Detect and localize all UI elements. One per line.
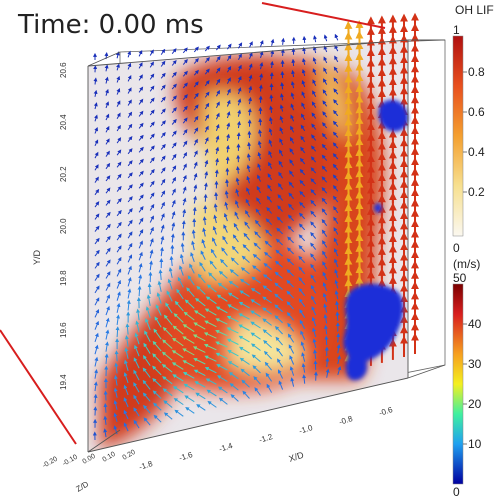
z-tick-label: -0.20 [42,456,59,470]
vel-colorbar-bottom: 0 [453,485,460,498]
y-axis-ticks: 20.6 20.4 20.2 20.0 19.8 19.6 19.4 [59,62,68,390]
vel-colorbar-top: 50 [453,271,467,285]
x-tick-label: -1.8 [138,459,154,472]
oh-tick-label: 0.6 [468,105,485,119]
y-tick-label: 20.0 [59,218,68,234]
vel-colorbar-title: (m/s) [453,257,480,271]
x-axis-label: X/D [288,450,306,464]
y-axis-label: Y/D [32,249,42,265]
vel-tick-label: 30 [468,357,482,371]
oh-tick-label: 0.8 [468,65,485,79]
oh-colorbar-gradient [453,36,463,236]
y-tick-label: 20.4 [59,114,68,130]
oh-colorbar-bottom: 0 [453,241,460,255]
oh-colorbar-top: 1 [453,23,460,37]
oh-lif-colorbar: OH LIF 1 0.8 0.6 0.4 0.2 0 [453,3,494,255]
vel-colorbar-ticks: 40 30 20 10 [463,317,482,451]
vel-tick-label: 10 [468,437,482,451]
vel-colorbar-gradient [453,284,463,484]
z-tick-label: 0.20 [122,449,137,462]
oh-tick-label: 0.2 [468,185,485,199]
y-tick-label: 19.4 [59,374,68,390]
z-tick-label: 0.10 [102,451,117,464]
z-tick-label: -0.10 [62,454,79,468]
x-tick-label: -1.2 [258,432,274,445]
y-tick-label: 20.6 [59,62,68,78]
y-tick-label: 19.6 [59,322,68,338]
oh-colorbar-ticks: 0.8 0.6 0.4 0.2 [463,65,485,199]
velocity-colorbar: (m/s) 50 40 30 20 10 0 [453,257,482,498]
time-label: Time: 0.00 ms [18,10,204,40]
x-tick-label: -1.4 [218,441,234,454]
vel-tick-label: 40 [468,317,482,331]
x-tick-label: -0.6 [378,405,394,418]
x-tick-label: -1.0 [298,423,314,436]
y-tick-label: 20.2 [59,166,68,182]
oh-colorbar-title: OH LIF [455,3,494,17]
y-tick-label: 19.8 [59,270,68,286]
x-tick-label: -0.8 [338,414,354,427]
vel-tick-label: 20 [468,397,482,411]
x-tick-label: -1.6 [178,450,194,463]
z-axis-label: Z/D [75,479,91,493]
oh-tick-label: 0.4 [468,145,485,159]
z-tick-label: 0.00 [82,453,97,466]
